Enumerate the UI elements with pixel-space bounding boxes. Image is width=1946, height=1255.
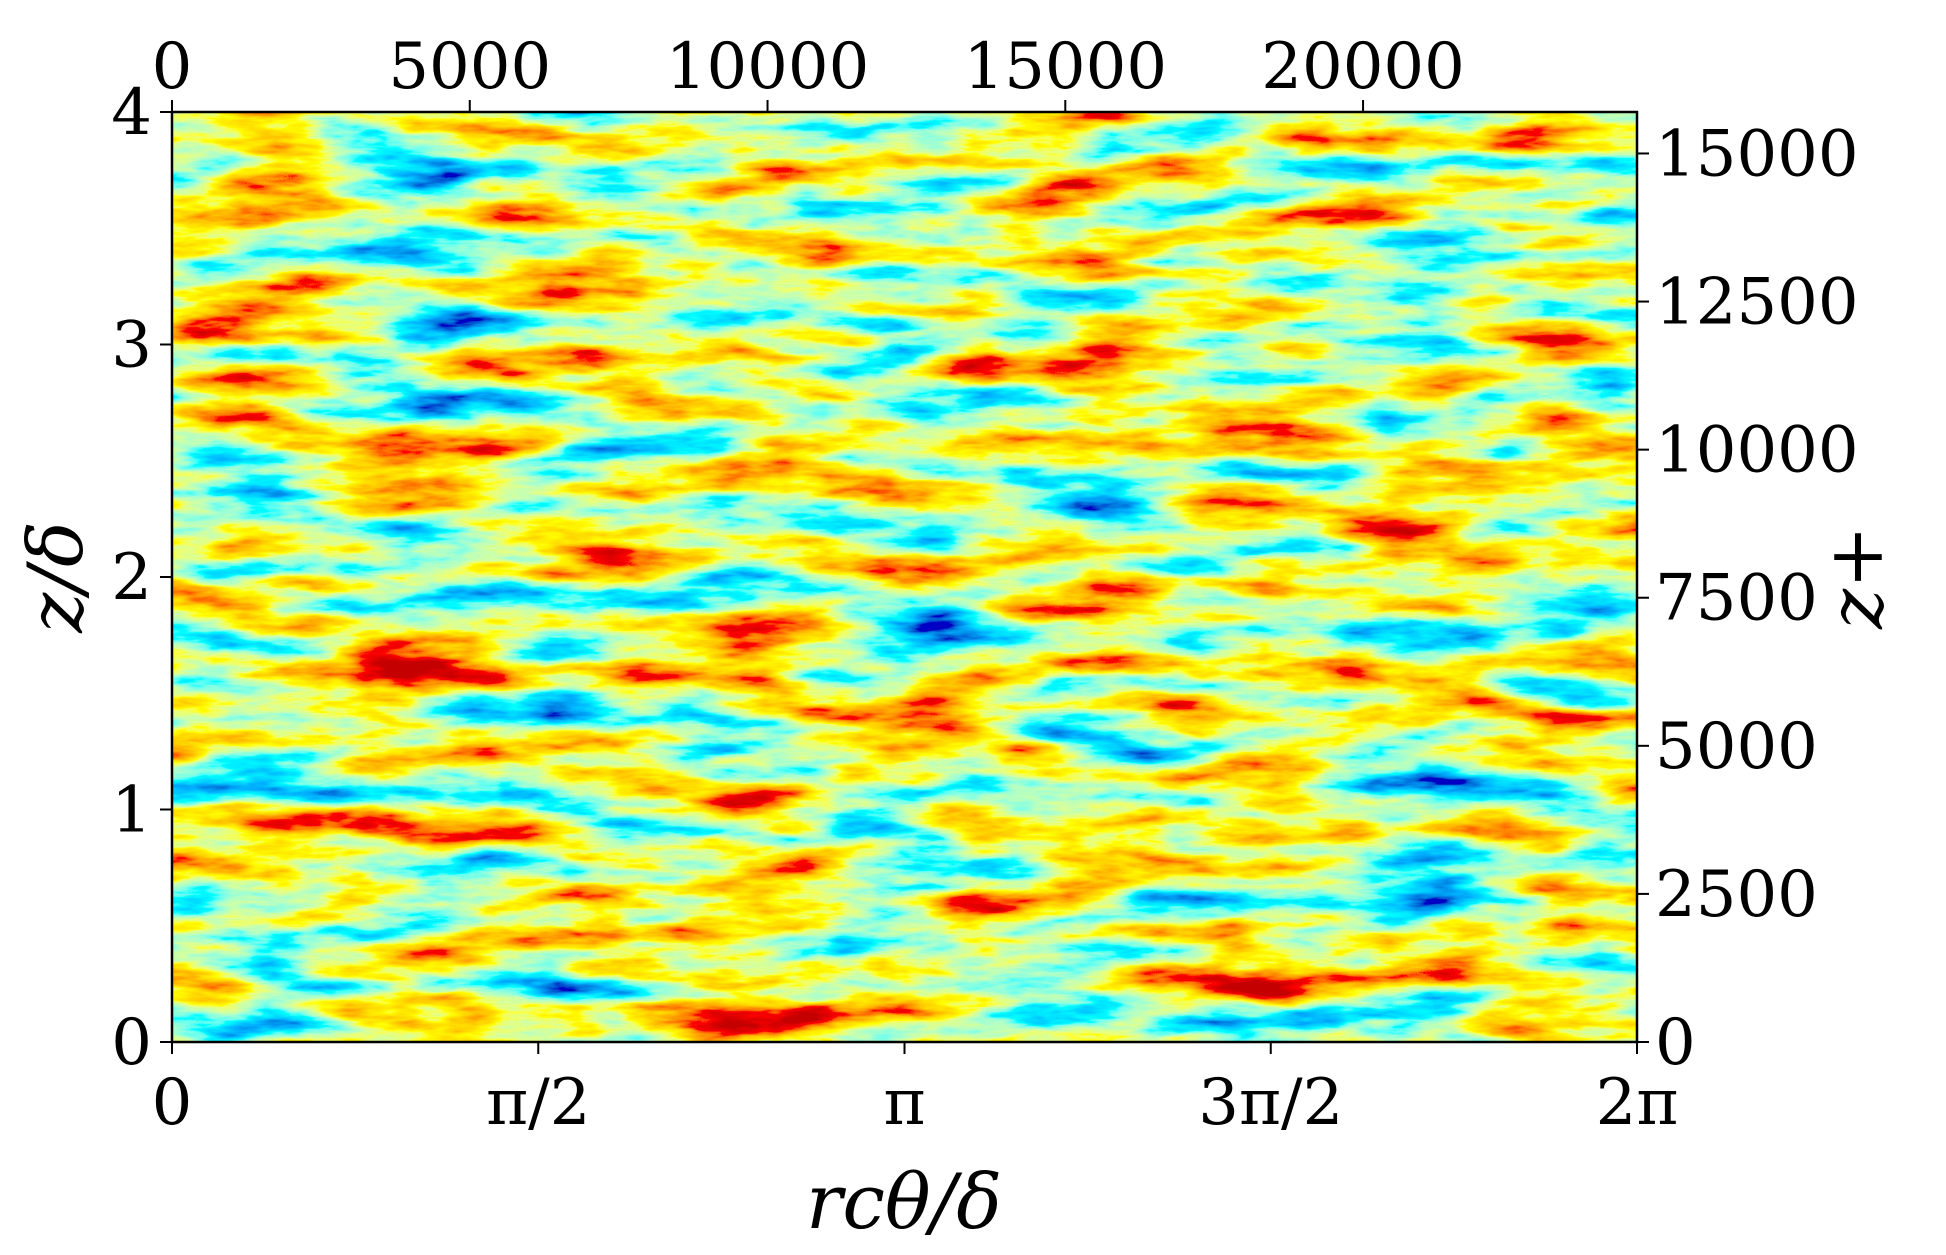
ticks-bottom-label-2: π — [883, 1066, 925, 1140]
y-left-ticks: 0 1 2 3 4 — [111, 76, 172, 1080]
ticks-bottom-label-3: 3π/2 — [1198, 1066, 1343, 1140]
x-bottom-ticks: 0 π/2 π 3π/2 2π — [152, 1042, 1679, 1140]
ticks-bottom-label-1: π/2 — [486, 1066, 590, 1140]
ticks-left-label-3: 3 — [111, 309, 152, 383]
ticks-bottom-label-0: 0 — [152, 1066, 193, 1140]
ticks-right-label-5: 12500 — [1655, 266, 1859, 340]
ticks-right-label-0: 0 — [1655, 1006, 1696, 1080]
ticks-top-label-4: 20000 — [1261, 30, 1465, 104]
y-right-ticks: 0 2500 5000 7500 10000 12500 15000 — [1637, 117, 1859, 1080]
ticks-left-label-4: 4 — [111, 76, 152, 150]
ticks-top-label-0: 0 — [152, 30, 193, 104]
y-right-axis-label: z+ — [1811, 525, 1900, 630]
ticks-right-label-3: 7500 — [1655, 562, 1818, 636]
ticks-top-label-1: 5000 — [388, 30, 551, 104]
ticks-left-label-0: 0 — [111, 1006, 152, 1080]
ticks-bottom-label-4: 2π — [1596, 1066, 1679, 1140]
ticks-right-label-1: 2500 — [1655, 858, 1818, 932]
ticks-right-label-6: 15000 — [1655, 117, 1859, 191]
ticks-right-label-2: 5000 — [1655, 710, 1818, 784]
ticks-left-label-2: 2 — [111, 541, 152, 615]
x-top-ticks: 0 5000 10000 15000 20000 — [152, 30, 1465, 112]
ticks-left-label-1: 1 — [111, 774, 152, 848]
y-axis-label: z/δ — [11, 521, 100, 633]
ticks-right-label-4: 10000 — [1655, 414, 1859, 488]
ticks-top-label-3: 15000 — [963, 30, 1167, 104]
x-axis-label: rcθ/δ — [806, 1157, 1002, 1246]
ticks-top-label-2: 10000 — [666, 30, 870, 104]
heatmap-field — [172, 112, 1637, 1042]
